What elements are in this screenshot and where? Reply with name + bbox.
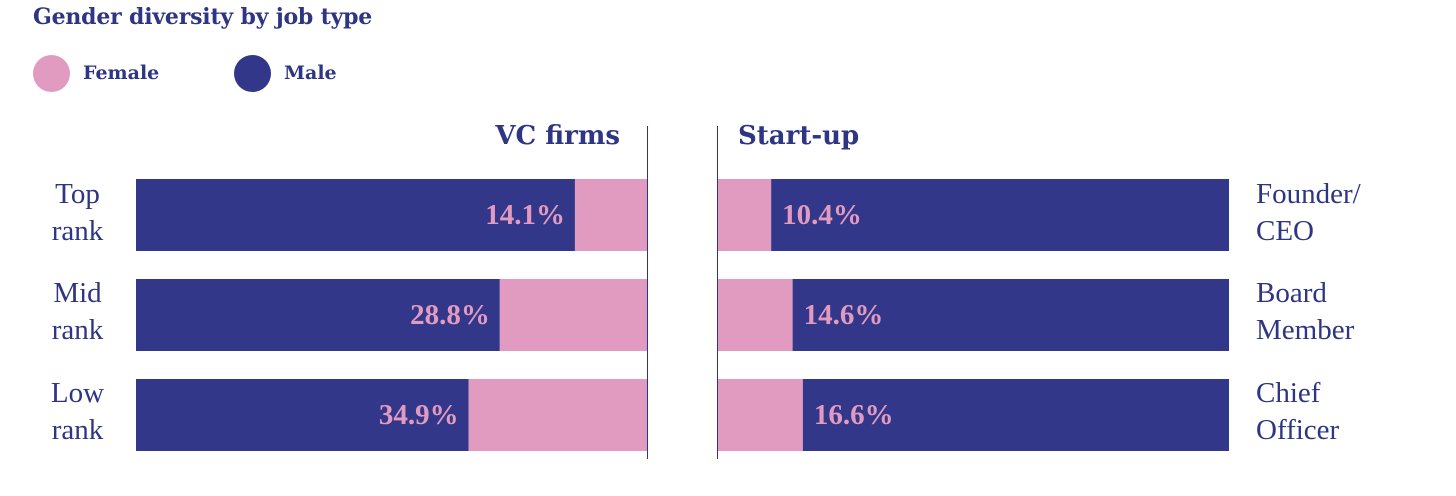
category-label-top-rank: Top rank [20,176,135,250]
bar-female-vc-firms-1 [499,279,647,351]
legend-label-male: Male [284,62,337,84]
bar-male-start-up-2 [802,379,1229,451]
category-label-line: Officer [1256,414,1340,446]
legend-label-female: Female [83,62,160,84]
bar-female-vc-firms-0 [574,179,647,251]
bar-female-start-up-2 [718,379,803,451]
bar-female-start-up-0 [718,179,772,251]
bar-female-vc-firms-2 [468,379,647,451]
chart-title: Gender diversity by job type [33,4,373,30]
category-label-low-rank: Low rank [20,375,135,449]
axis-line-vc-firms [647,126,648,459]
data-label-start-up-1: 14.6% [804,299,884,331]
bar-male-start-up-1 [792,279,1229,351]
data-label-vc-firms-2: 34.9% [379,399,459,431]
category-label-chief-officer: Chief Officer [1256,375,1339,449]
legend-swatch-male [234,54,271,92]
bar-male-start-up-0 [771,179,1229,251]
panel-title-start-up: Start-up [738,121,860,151]
legend-item-female: Female [33,53,159,93]
category-label-founder-ceo: Founder/ CEO [1256,176,1361,250]
category-label-line: CEO [1256,215,1314,247]
bar-male-vc-firms-1 [136,279,500,351]
panel-title-vc-firms: VC firms [495,121,620,151]
category-label-line: Top [55,178,100,210]
category-label-line: Low [50,377,105,409]
legend-item-male: Male [234,53,337,93]
bar-male-vc-firms-2 [136,379,469,451]
category-label-line: Founder/ [1256,178,1361,210]
data-label-start-up-2: 16.6% [814,399,894,431]
category-label-line: rank [51,215,104,247]
category-label-board-member: Board Member [1256,275,1354,349]
category-label-line: Board [1256,277,1327,309]
data-label-start-up-0: 10.4% [782,199,862,231]
category-label-line: rank [51,314,104,346]
axis-line-start-up [717,126,718,459]
category-label-line: Mid [53,277,102,309]
category-label-line: Member [1256,314,1355,346]
category-label-line: Chief [1256,377,1321,409]
bar-female-start-up-1 [718,279,793,351]
bar-male-vc-firms-0 [136,179,575,251]
legend-swatch-female [33,54,70,92]
category-label-line: rank [51,414,104,446]
data-label-vc-firms-1: 28.8% [410,299,490,331]
data-label-vc-firms-0: 14.1% [485,199,565,231]
category-label-mid-rank: Mid rank [20,275,135,349]
